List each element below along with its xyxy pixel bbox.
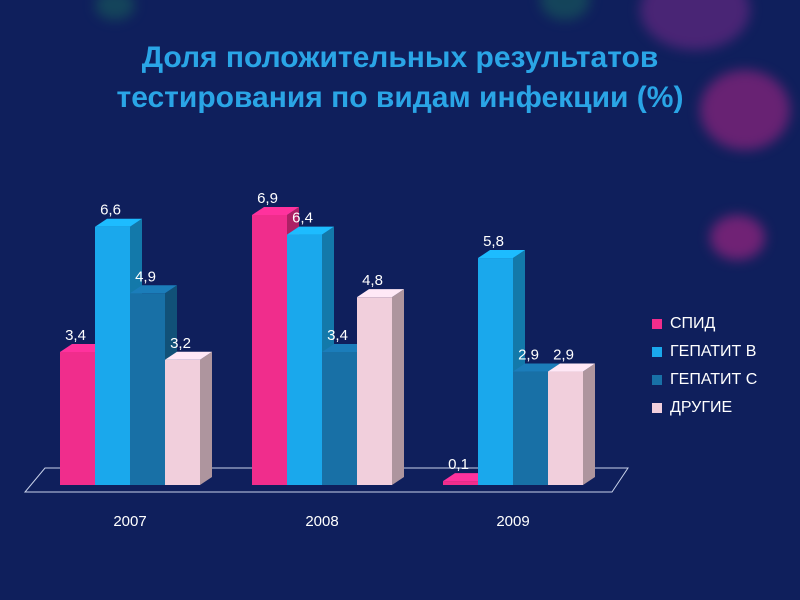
data-label: 3,4 — [65, 327, 86, 344]
legend-label: ДРУГИЕ — [670, 399, 733, 416]
data-label: 4,9 — [135, 268, 156, 285]
legend-swatch — [652, 319, 662, 329]
legend-swatch — [652, 347, 662, 357]
bar-top — [357, 289, 404, 298]
bar-top — [165, 351, 212, 360]
data-label: 3,2 — [170, 335, 191, 352]
bar — [252, 215, 287, 485]
bar-top — [130, 285, 177, 294]
bar-top — [548, 363, 595, 372]
data-label: 6,9 — [257, 190, 278, 207]
legend-swatch — [652, 375, 662, 385]
bar — [95, 226, 130, 485]
bar-top — [95, 218, 142, 227]
bar-side — [583, 363, 595, 485]
bar — [548, 371, 583, 485]
bar — [357, 297, 392, 485]
x-tick-label: 2008 — [305, 513, 338, 530]
legend-entry: СПИД — [652, 310, 757, 338]
legend-entry: ДРУГИЕ — [652, 394, 757, 422]
bar — [287, 234, 322, 485]
background-blob — [540, 0, 590, 20]
legend-entry: ГЕПАТИТ В — [652, 338, 757, 366]
bar — [443, 481, 478, 485]
data-label: 2,9 — [553, 347, 574, 364]
data-label: 6,4 — [292, 210, 313, 227]
bar — [322, 351, 357, 485]
data-label: 3,4 — [327, 327, 348, 344]
background-blob — [95, 0, 135, 20]
legend-swatch — [652, 403, 662, 413]
bar — [478, 258, 513, 485]
bar — [513, 371, 548, 485]
bar-side — [200, 351, 212, 485]
background-blob — [710, 215, 765, 260]
data-label: 5,8 — [483, 233, 504, 250]
bar-top — [252, 207, 299, 215]
data-label: 4,8 — [362, 272, 383, 289]
x-tick-label: 2007 — [113, 513, 146, 530]
chart-title: Доля положительных результатов тестирова… — [0, 38, 800, 118]
bar — [60, 351, 95, 485]
chart-title-line-2: тестирования по видам инфекции (%) — [116, 81, 684, 114]
data-label: 0,1 — [448, 456, 469, 473]
data-label: 2,9 — [518, 347, 539, 364]
x-tick-label: 2009 — [496, 513, 529, 530]
bar — [165, 359, 200, 485]
data-label: 6,6 — [100, 202, 121, 219]
bar-top — [478, 250, 525, 259]
legend-label: ГЕПАТИТ С — [670, 371, 758, 388]
background-blob — [700, 70, 790, 150]
legend-label: СПИД — [670, 315, 716, 332]
bar-top — [513, 363, 560, 372]
legend-label: ГЕПАТИТ В — [670, 343, 757, 360]
legend-entry: ГЕПАТИТ С — [652, 366, 757, 394]
chart-floor — [23, 467, 629, 493]
bar — [130, 293, 165, 485]
bar-top — [287, 226, 334, 235]
chart-title-line-1: Доля положительных результатов — [141, 41, 659, 74]
chart-legend: СПИД ГЕПАТИТ В ГЕПАТИТ С ДРУГИЕ — [652, 310, 757, 422]
bar-side — [392, 289, 404, 485]
